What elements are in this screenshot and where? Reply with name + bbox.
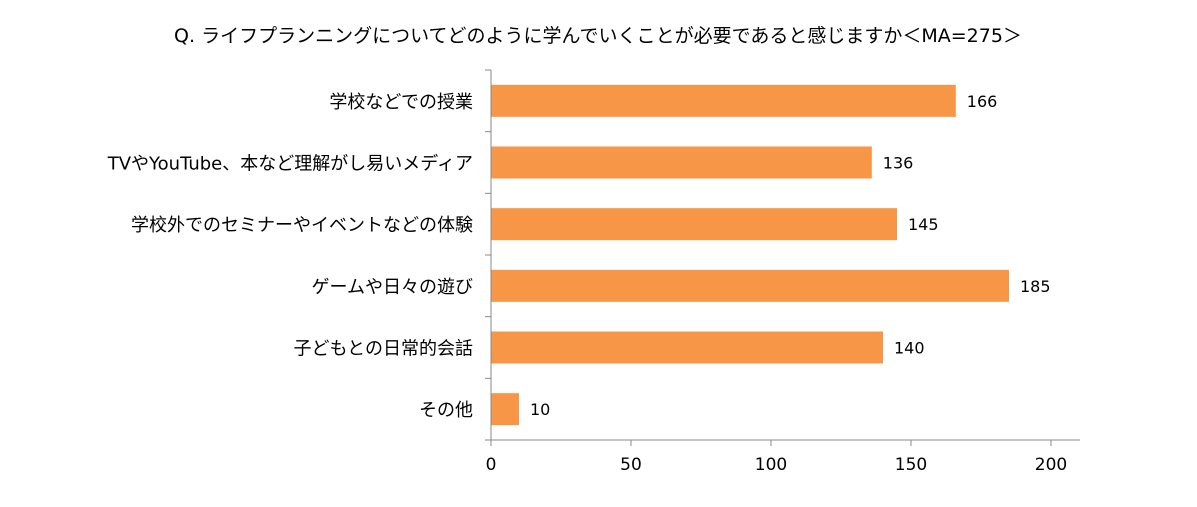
bar bbox=[491, 393, 519, 426]
x-tick-label: 0 bbox=[486, 455, 497, 475]
bar bbox=[491, 331, 883, 364]
data-label: 185 bbox=[1020, 277, 1051, 296]
category-label: 子どもとの日常的会話 bbox=[294, 339, 473, 360]
plot-area: 166 学校などでの授業 136 TVやYouTube、本など理解がし易いメディア 14… bbox=[107, 69, 1080, 475]
x-tick-label: 150 bbox=[895, 455, 927, 475]
data-label: 166 bbox=[967, 92, 998, 111]
x-tick-label: 200 bbox=[1035, 455, 1067, 475]
category-label: その他 bbox=[419, 400, 473, 421]
x-tick-label: 50 bbox=[620, 455, 642, 475]
x-tick-label: 100 bbox=[755, 455, 787, 475]
bar bbox=[491, 146, 872, 179]
bar bbox=[491, 84, 956, 117]
category-label: ゲームや日々の遊び bbox=[312, 277, 473, 298]
category-label: 学校外でのセミナーやイベントなどの体験 bbox=[131, 215, 473, 236]
bar bbox=[491, 208, 897, 241]
category-label: 学校などでの授業 bbox=[329, 92, 473, 113]
category-label: TVやYouTube、本など理解がし易いメディア bbox=[107, 154, 473, 175]
bar bbox=[491, 269, 1009, 302]
data-label: 10 bbox=[530, 400, 550, 419]
data-label: 136 bbox=[883, 154, 914, 173]
data-label: 140 bbox=[894, 339, 925, 358]
chart-title: Q. ライフプランニングについてどのように学んでいくことが必要であると感じますか… bbox=[174, 25, 1022, 47]
data-label: 145 bbox=[908, 215, 939, 234]
